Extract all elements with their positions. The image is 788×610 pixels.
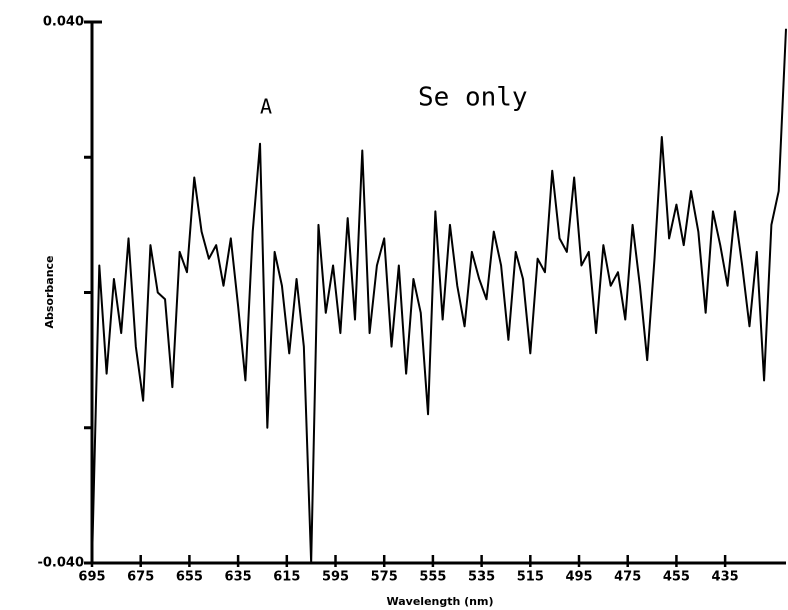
x-tick-label: 555 [419,570,446,585]
y-tick-label: -0.040 [37,556,84,571]
x-tick-label: 635 [225,570,252,585]
y-tick-label: 0.040 [43,15,84,30]
y-axis-label: Absorbance [43,255,56,328]
x-tick-label: 455 [663,570,690,585]
annotation: A [260,95,272,119]
x-tick-label: 435 [712,570,739,585]
x-axis-label: Wavelength (nm) [387,595,494,608]
x-tick-label: 615 [273,570,300,585]
x-tick-label: 595 [322,570,349,585]
x-tick-label: 575 [371,570,398,585]
x-tick-label: 535 [468,570,495,585]
data-line [91,28,787,564]
x-tick-label: 515 [517,570,544,585]
x-tick-label: 655 [176,570,203,585]
x-tick-label: 475 [614,570,641,585]
x-tick-label: 495 [565,570,592,585]
x-tick-label: 695 [78,570,105,585]
annotation: Se only [418,83,528,113]
x-tick-label: 675 [127,570,154,585]
